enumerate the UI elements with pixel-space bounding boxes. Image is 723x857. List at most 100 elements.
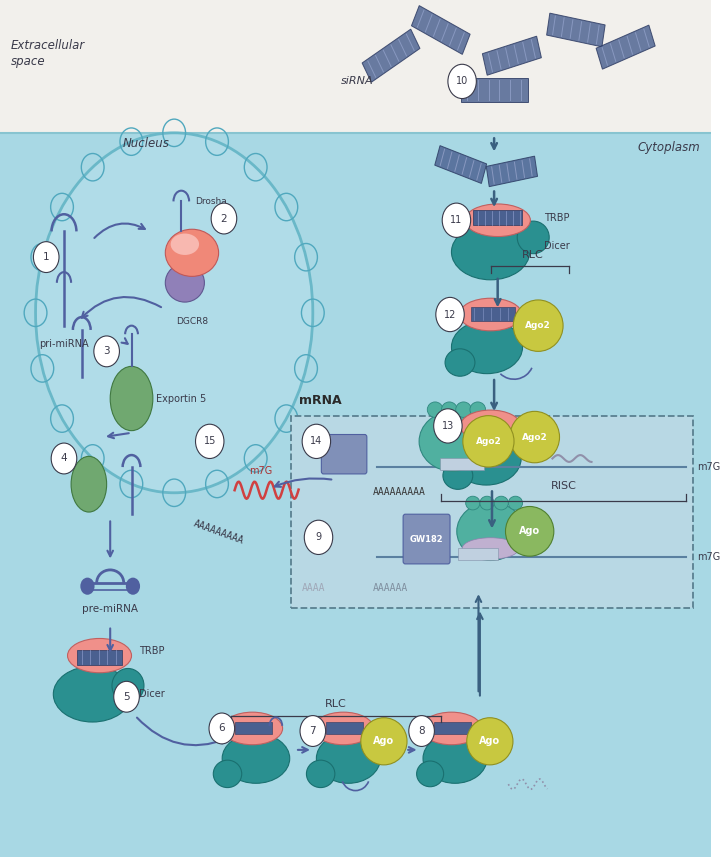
Circle shape bbox=[302, 424, 330, 458]
Circle shape bbox=[33, 242, 59, 273]
Ellipse shape bbox=[442, 402, 457, 417]
Ellipse shape bbox=[517, 221, 549, 254]
Ellipse shape bbox=[467, 718, 513, 764]
Text: 10: 10 bbox=[456, 76, 469, 87]
Ellipse shape bbox=[222, 712, 283, 745]
FancyBboxPatch shape bbox=[435, 146, 487, 183]
Text: 8: 8 bbox=[419, 726, 425, 736]
Text: RLC: RLC bbox=[325, 698, 347, 709]
Circle shape bbox=[209, 713, 235, 744]
Ellipse shape bbox=[513, 300, 563, 351]
Text: Ago: Ago bbox=[373, 736, 395, 746]
Ellipse shape bbox=[313, 712, 374, 745]
Ellipse shape bbox=[35, 133, 313, 493]
Text: RISC: RISC bbox=[550, 481, 576, 491]
Text: AAAAAAAAA: AAAAAAAAA bbox=[192, 518, 245, 546]
Ellipse shape bbox=[423, 734, 487, 783]
Text: Dicer: Dicer bbox=[139, 689, 164, 699]
FancyBboxPatch shape bbox=[547, 13, 605, 47]
Text: 5: 5 bbox=[123, 692, 130, 702]
Text: 1: 1 bbox=[43, 252, 49, 262]
Text: Ago2: Ago2 bbox=[526, 321, 551, 330]
Ellipse shape bbox=[451, 225, 530, 280]
FancyBboxPatch shape bbox=[596, 25, 655, 69]
Bar bbox=[0, 133, 711, 857]
Circle shape bbox=[51, 443, 77, 474]
Circle shape bbox=[114, 681, 140, 712]
Text: Ago: Ago bbox=[479, 736, 500, 746]
Ellipse shape bbox=[463, 432, 513, 451]
Text: Drosha: Drosha bbox=[195, 197, 227, 206]
Circle shape bbox=[126, 578, 140, 595]
Text: Dicer: Dicer bbox=[544, 241, 570, 251]
Ellipse shape bbox=[510, 411, 560, 463]
Ellipse shape bbox=[455, 402, 471, 417]
Ellipse shape bbox=[462, 538, 519, 560]
FancyBboxPatch shape bbox=[487, 156, 537, 187]
FancyBboxPatch shape bbox=[235, 722, 273, 734]
Circle shape bbox=[434, 409, 462, 443]
Text: m7G: m7G bbox=[249, 466, 272, 476]
Text: Extracellular
space: Extracellular space bbox=[11, 39, 85, 68]
Ellipse shape bbox=[508, 496, 523, 510]
Bar bbox=[0, 0, 711, 133]
Circle shape bbox=[300, 716, 325, 746]
Text: mRNA: mRNA bbox=[299, 394, 341, 407]
FancyBboxPatch shape bbox=[291, 416, 693, 608]
FancyBboxPatch shape bbox=[411, 6, 470, 54]
Text: m7G: m7G bbox=[697, 552, 720, 562]
Ellipse shape bbox=[361, 718, 407, 764]
Ellipse shape bbox=[505, 506, 554, 556]
Text: TRBP: TRBP bbox=[544, 213, 570, 223]
Ellipse shape bbox=[54, 667, 132, 722]
Text: AAAA: AAAA bbox=[302, 583, 325, 593]
Text: 3: 3 bbox=[103, 346, 110, 357]
Ellipse shape bbox=[419, 411, 487, 471]
Text: RLC: RLC bbox=[522, 249, 544, 260]
Ellipse shape bbox=[463, 416, 514, 467]
Circle shape bbox=[448, 64, 476, 99]
Text: 14: 14 bbox=[310, 436, 322, 446]
FancyBboxPatch shape bbox=[403, 514, 450, 564]
Ellipse shape bbox=[71, 456, 107, 512]
Text: AAAAAAAAA: AAAAAAAAA bbox=[373, 487, 426, 497]
Text: siRNA: siRNA bbox=[341, 76, 373, 87]
Text: AAAAAA: AAAAAA bbox=[373, 583, 408, 593]
Text: Nucleus: Nucleus bbox=[122, 137, 169, 150]
Ellipse shape bbox=[480, 496, 494, 510]
FancyBboxPatch shape bbox=[321, 434, 367, 474]
Ellipse shape bbox=[451, 321, 523, 374]
Ellipse shape bbox=[213, 760, 241, 788]
Text: 15: 15 bbox=[204, 436, 216, 446]
Ellipse shape bbox=[166, 230, 218, 277]
Circle shape bbox=[442, 203, 471, 237]
Ellipse shape bbox=[416, 761, 444, 787]
Ellipse shape bbox=[317, 734, 380, 783]
Text: Ago2: Ago2 bbox=[476, 437, 501, 446]
Circle shape bbox=[304, 520, 333, 554]
FancyBboxPatch shape bbox=[458, 548, 498, 560]
Text: 7: 7 bbox=[309, 726, 316, 736]
Ellipse shape bbox=[445, 349, 475, 376]
Ellipse shape bbox=[451, 432, 521, 485]
FancyBboxPatch shape bbox=[471, 307, 515, 321]
Text: 12: 12 bbox=[444, 309, 456, 320]
Text: 13: 13 bbox=[442, 421, 454, 431]
Ellipse shape bbox=[166, 264, 205, 303]
Ellipse shape bbox=[112, 668, 144, 703]
Text: m7G: m7G bbox=[697, 462, 720, 472]
Ellipse shape bbox=[307, 760, 335, 788]
Text: 6: 6 bbox=[218, 723, 225, 734]
Text: DGCR8: DGCR8 bbox=[176, 317, 208, 327]
Ellipse shape bbox=[457, 502, 524, 560]
Text: 2: 2 bbox=[221, 213, 227, 224]
Text: pri-miRNA: pri-miRNA bbox=[39, 339, 89, 349]
Circle shape bbox=[80, 578, 95, 595]
FancyBboxPatch shape bbox=[461, 78, 528, 102]
Text: 4: 4 bbox=[61, 453, 67, 464]
Circle shape bbox=[436, 297, 464, 332]
Ellipse shape bbox=[171, 234, 199, 255]
Circle shape bbox=[94, 336, 119, 367]
FancyBboxPatch shape bbox=[435, 722, 471, 734]
Ellipse shape bbox=[470, 402, 486, 417]
